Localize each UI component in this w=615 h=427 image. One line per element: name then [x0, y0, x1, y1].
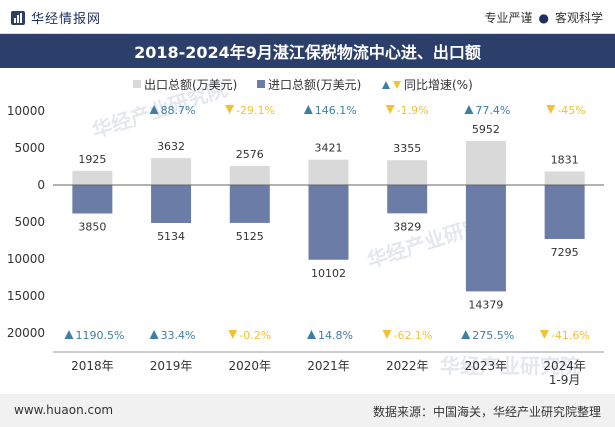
legend-import-swatch: [257, 80, 265, 88]
import-value-label: 7295: [551, 246, 579, 259]
export-bar: [151, 158, 192, 185]
y-tick-label: 10000: [7, 252, 45, 266]
export-value-label: 5952: [472, 123, 500, 136]
import-bar: [229, 185, 270, 223]
import-value-label: 3829: [393, 220, 421, 233]
export-bar: [544, 171, 585, 185]
import-growth-label: -62.1%: [394, 329, 433, 342]
watermark-3: 华经产业研究院: [440, 354, 580, 378]
export-growth-label: -45%: [557, 104, 585, 117]
slogan: 专业严谨 ● 客观科学: [484, 9, 603, 26]
footer: www.huaon.com 数据来源：中国海关，华经产业研究院整理: [0, 394, 615, 427]
import-value-label: 5125: [236, 230, 264, 243]
slogan-separator: ●: [538, 11, 549, 25]
legend-export-swatch: [133, 80, 141, 88]
y-tick-label: 0: [37, 178, 45, 192]
import-growth-down-icon: [382, 330, 392, 339]
x-tick-label: 2024年 1-9月: [543, 359, 586, 387]
export-value-label: 3632: [157, 140, 185, 153]
import-bar: [308, 185, 349, 260]
import-value-label: 14379: [468, 298, 503, 311]
legend-growth-label: 同比增速(%): [404, 78, 473, 92]
y-tick-label: 20000: [7, 326, 45, 340]
import-bar: [387, 185, 428, 214]
export-value-label: 1925: [78, 153, 106, 166]
brand-logo-icon: [11, 10, 25, 25]
import-growth-label: -41.6%: [551, 329, 590, 342]
import-growth-down-icon: [228, 330, 238, 339]
import-bar: [465, 185, 506, 292]
import-growth-label: 14.8%: [318, 329, 353, 342]
legend-import-label: 进口总额(万美元): [268, 78, 361, 92]
import-growth-up-icon: [64, 330, 74, 339]
import-value-label: 5134: [157, 230, 185, 243]
import-growth-up-icon: [461, 330, 471, 339]
slogan-tag-2: 客观科学: [554, 11, 603, 25]
export-growth-label: 146.1%: [315, 104, 357, 117]
export-growth-label: -29.1%: [236, 104, 275, 117]
chart-title: 2018-2024年9月湛江保税物流中心进、出口额: [0, 34, 615, 68]
export-growth-up-icon: [303, 105, 313, 114]
y-tick-label: 5000: [14, 141, 45, 155]
export-growth-down-icon: [225, 105, 235, 114]
x-tick-label: 2022年: [386, 359, 429, 373]
data-source: 数据来源：中国海关，华经产业研究院整理: [372, 405, 601, 419]
export-value-label: 3355: [393, 142, 421, 155]
export-bar: [72, 170, 113, 185]
legend-down-triangle-icon: [393, 81, 401, 89]
brand-name: 华经情报网: [31, 12, 102, 27]
export-bar: [308, 159, 349, 185]
export-growth-down-icon: [546, 105, 556, 114]
x-tick-label: 2020年: [229, 359, 272, 373]
legend-up-triangle-icon: [382, 81, 390, 89]
import-growth-label: -0.2%: [239, 329, 271, 342]
y-tick-label: 5000: [14, 215, 45, 229]
import-growth-label: 33.4%: [161, 329, 196, 342]
export-value-label: 2576: [236, 148, 264, 161]
slogan-tag-1: 专业严谨: [484, 11, 533, 25]
export-value-label: 3421: [315, 142, 343, 155]
export-growth-up-icon: [464, 105, 474, 114]
export-growth-label: -1.9%: [397, 104, 429, 117]
export-growth-label: 88.7%: [161, 104, 196, 117]
import-growth-label: 1190.5%: [75, 329, 124, 342]
export-bar: [387, 160, 428, 185]
import-bar: [151, 185, 192, 223]
y-tick-label: 15000: [7, 289, 45, 303]
export-value-label: 1831: [551, 153, 579, 166]
y-tick-label: 10000: [7, 104, 45, 118]
export-growth-down-icon: [385, 105, 395, 114]
import-growth-up-icon: [149, 330, 159, 339]
import-bar: [544, 185, 585, 239]
export-bar: [229, 165, 270, 185]
x-tick-label: 2021年: [307, 359, 350, 373]
import-growth-up-icon: [307, 330, 316, 339]
x-tick-label: 2023年: [465, 359, 508, 373]
import-bar: [72, 185, 113, 214]
import-value-label: 10102: [311, 267, 346, 280]
import-growth-label: 275.5%: [472, 329, 514, 342]
x-tick-label: 2019年: [150, 359, 193, 373]
website-link[interactable]: www.huaon.com: [14, 403, 114, 417]
export-growth-up-icon: [149, 105, 159, 114]
export-growth-label: 77.4%: [475, 104, 510, 117]
top-bar: 华经情报网 专业严谨 ● 客观科学: [0, 0, 615, 34]
brand: 华经情报网: [10, 8, 101, 27]
legend-export-label: 出口总额(万美元): [144, 78, 237, 92]
export-bar: [465, 140, 506, 185]
import-growth-down-icon: [539, 330, 549, 339]
import-value-label: 3850: [78, 220, 106, 233]
x-tick-label: 2018年: [71, 359, 114, 373]
